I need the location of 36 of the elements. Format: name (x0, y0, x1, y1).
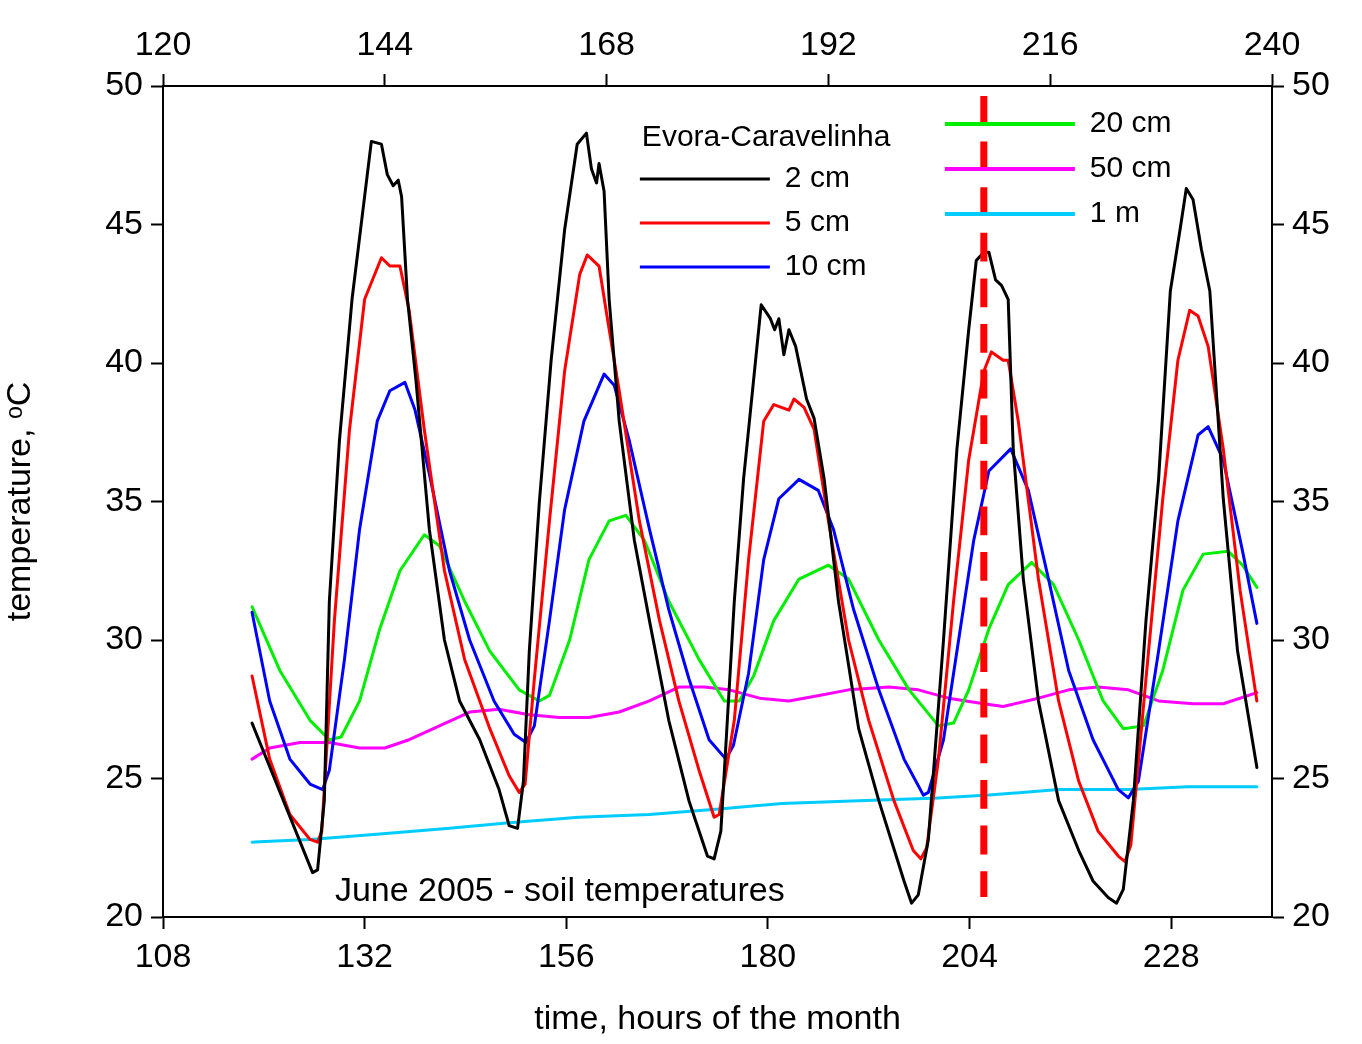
y-tick-label: 25 (105, 756, 143, 795)
y-tick-label: 20 (105, 895, 143, 934)
x2-tick-label: 192 (800, 23, 857, 62)
y2-tick-label: 30 (1292, 618, 1330, 657)
legend-label: 1 m (1089, 195, 1140, 229)
y-tick-label: 45 (105, 202, 143, 241)
x-tick-label: 180 (739, 935, 797, 974)
x-tick-label: 108 (134, 935, 192, 974)
x-tick-label: 228 (1142, 935, 1200, 974)
x-tick-label: 204 (941, 935, 998, 974)
x2-tick-label: 120 (134, 23, 192, 62)
y-tick-label: 40 (105, 341, 143, 380)
y2-tick-label: 35 (1292, 479, 1330, 518)
y-tick-label: 35 (105, 479, 143, 518)
legend-label: 5 cm (784, 204, 850, 238)
y2-tick-label: 25 (1292, 756, 1330, 795)
annotation: June 2005 - soil temperatures (334, 870, 785, 908)
x-tick-label: 132 (336, 935, 393, 974)
y-tick-label: 50 (105, 64, 143, 103)
legend-label: 10 cm (784, 248, 867, 282)
y2-tick-label: 40 (1292, 341, 1330, 380)
y2-tick-label: 50 (1292, 64, 1330, 103)
x2-tick-label: 144 (356, 23, 414, 62)
y-tick-label: 30 (105, 618, 143, 657)
legend-label: 50 cm (1089, 150, 1172, 184)
legend-title: Evora-Caravelinha (641, 119, 891, 153)
y-axis-title: temperature, ᵒC (0, 381, 37, 622)
legend-label: 2 cm (784, 160, 850, 194)
x2-tick-label: 240 (1243, 23, 1301, 62)
x2-tick-label: 168 (578, 23, 635, 62)
legend-label: 20 cm (1089, 105, 1172, 139)
x-tick-label: 156 (537, 935, 595, 974)
x2-tick-label: 216 (1021, 23, 1079, 62)
y2-tick-label: 45 (1292, 202, 1330, 241)
x-axis-title: time, hours of the month (534, 997, 901, 1036)
y2-tick-label: 20 (1292, 895, 1330, 934)
